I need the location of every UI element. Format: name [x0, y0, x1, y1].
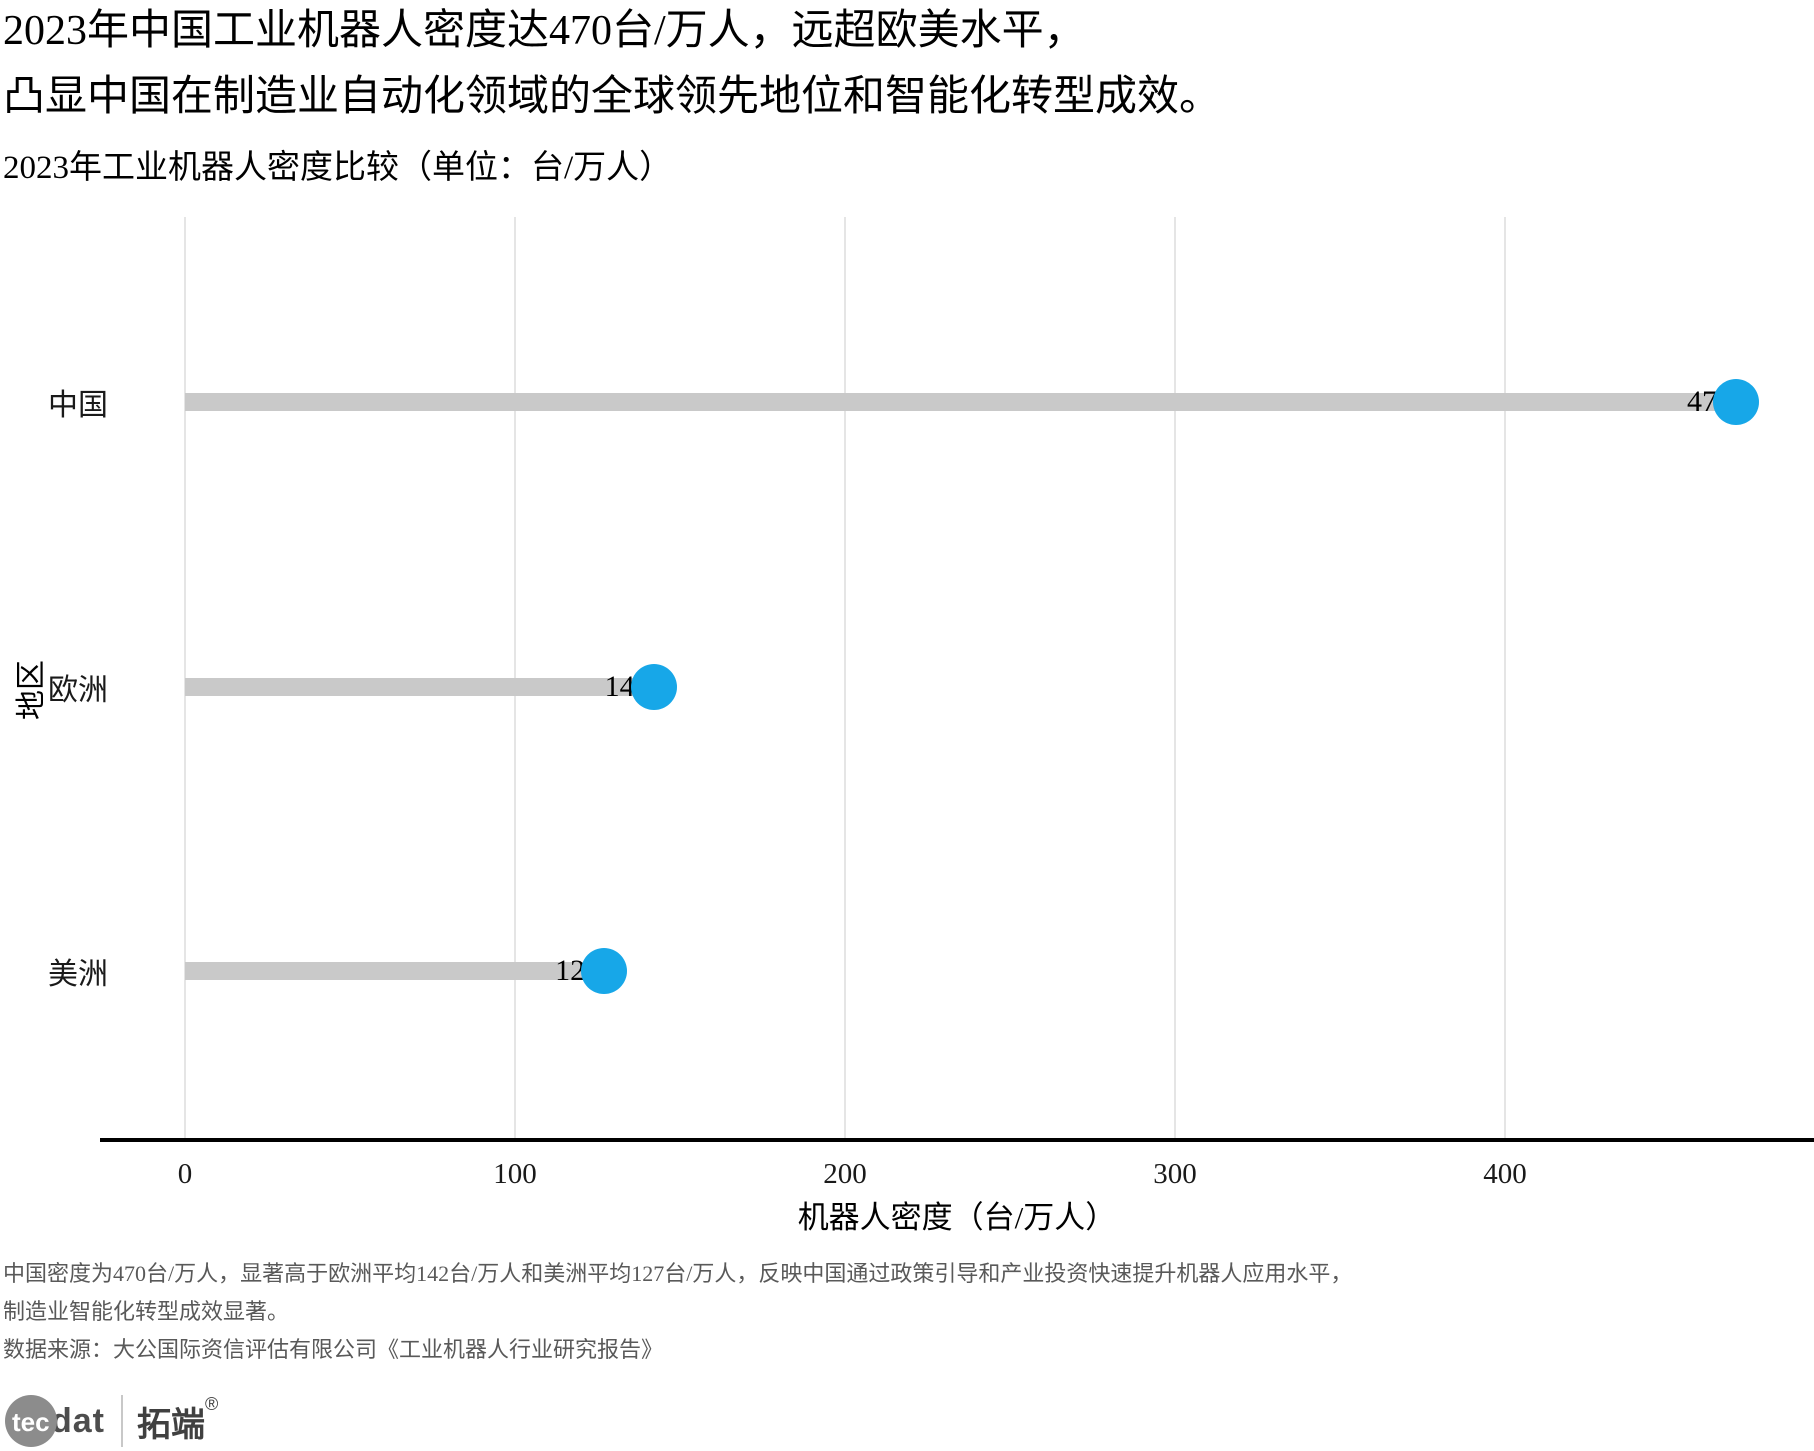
gridline-x-200	[844, 217, 846, 1138]
category-label-美洲: 美洲	[48, 958, 108, 991]
footer-note-line1: 中国密度为470台/万人，显著高于欧洲平均142台/万人和美洲平均127台/万人…	[3, 1261, 1353, 1286]
gridline-x-0	[184, 217, 186, 1138]
chart-title-line1: 2023年中国工业机器人密度达470台/万人，远超欧美水平，	[3, 8, 1086, 54]
category-label-欧洲: 欧洲	[48, 674, 108, 707]
x-axis-line	[100, 1138, 1814, 1142]
logo-divider	[121, 1395, 123, 1447]
x-axis-title: 机器人密度（台/万人）	[797, 1200, 1117, 1235]
dot-欧洲	[630, 664, 677, 710]
x-tick-label-300: 300	[1153, 1158, 1197, 1190]
footer-source: 数据来源：大公国际资信评估有限公司《工业机器人行业研究报告》	[3, 1337, 664, 1362]
gridline-x-100	[514, 217, 516, 1138]
bar-欧洲	[185, 678, 654, 696]
registered-trademark-symbol: ®	[205, 1394, 219, 1414]
dot-中国	[1713, 379, 1759, 425]
gridline-x-300	[1174, 217, 1176, 1138]
tecdat-logo-dat-text: dat	[51, 1401, 105, 1440]
x-tick-label-200: 200	[823, 1158, 867, 1190]
x-tick-label-100: 100	[493, 1158, 537, 1190]
chart-subtitle: 2023年工业机器人密度比较（单位：台/万人）	[3, 150, 673, 186]
gridline-x-400	[1504, 217, 1506, 1138]
bar-中国	[185, 393, 1736, 411]
chart-title-line2: 凸显中国在制造业自动化领域的全球领先地位和智能化转型成效。	[3, 74, 1222, 120]
x-tick-label-400: 400	[1483, 1158, 1527, 1190]
tecdat-logo-tec-text: tec	[12, 1407, 50, 1437]
bar-美洲	[185, 962, 605, 980]
tecdat-logo: tec dat 拓端 ®	[5, 1392, 218, 1450]
y-axis-title: 地区	[15, 660, 48, 720]
dot-美洲	[581, 948, 628, 994]
tecdat-brand-name: 拓端	[137, 1405, 205, 1444]
category-label-中国: 中国	[48, 389, 108, 422]
footer-note-line2: 制造业智能化转型成效显著。	[3, 1299, 290, 1324]
x-tick-label-0: 0	[177, 1158, 193, 1190]
tecdat-logo-bubble: tec	[5, 1395, 57, 1447]
